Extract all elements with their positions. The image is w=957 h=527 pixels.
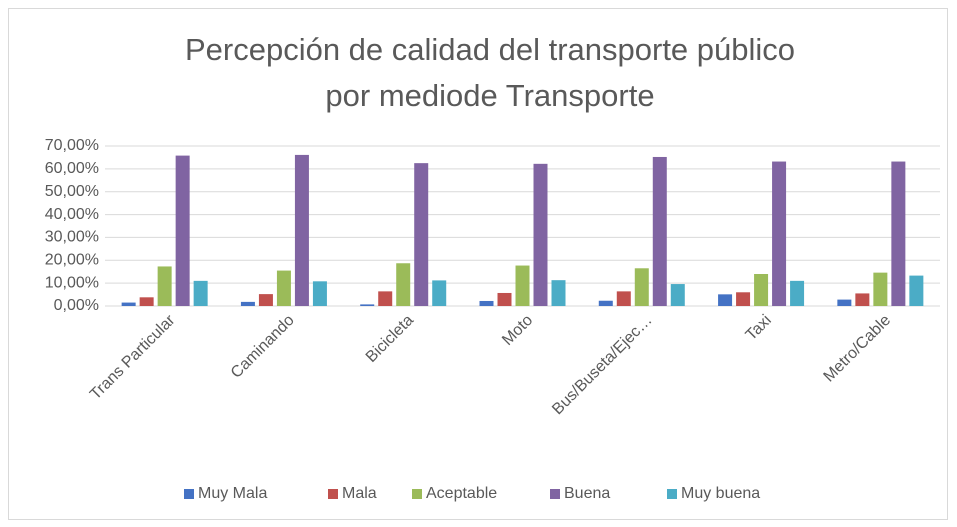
legend-swatch (550, 489, 560, 499)
bar (432, 280, 447, 306)
bar (240, 301, 255, 306)
bar (790, 280, 805, 306)
bar (736, 292, 751, 306)
legend-label: Buena (564, 485, 610, 502)
y-tick-label: 60,00% (45, 160, 99, 177)
legend-label: Aceptable (426, 485, 497, 502)
bar (873, 272, 888, 306)
chart-title: Percepción de calidad del transporte púb… (185, 32, 795, 67)
legend-swatch (328, 489, 338, 499)
bar (551, 280, 566, 306)
bar (157, 266, 172, 306)
legend-label: Muy Mala (198, 485, 267, 502)
legend-label: Muy buena (681, 485, 760, 502)
bar (175, 155, 190, 306)
y-tick-label: 0,00% (54, 297, 99, 314)
chart-title: por mediode Transporte (325, 78, 654, 113)
bar (533, 163, 548, 306)
bar (312, 281, 327, 306)
legend-swatch (667, 489, 677, 499)
bar (360, 304, 375, 306)
bar (139, 297, 154, 306)
bar (754, 274, 769, 306)
bar (414, 163, 429, 306)
bar (479, 300, 494, 306)
bar (497, 292, 512, 306)
bar (598, 300, 613, 306)
y-tick-label: 20,00% (45, 252, 99, 269)
chart-border (8, 8, 948, 520)
bar (909, 275, 924, 306)
bar (837, 299, 852, 306)
bar (855, 293, 870, 306)
bar (718, 294, 733, 306)
bar (258, 294, 273, 306)
bar (634, 268, 649, 306)
legend-label: Mala (342, 485, 377, 502)
legend-swatch (184, 489, 194, 499)
y-tick-label: 30,00% (45, 229, 99, 246)
y-tick-label: 50,00% (45, 183, 99, 200)
bar (670, 284, 685, 306)
y-tick-label: 40,00% (45, 206, 99, 223)
bar (772, 161, 787, 306)
bar (652, 156, 667, 306)
bar (294, 154, 309, 306)
y-tick-label: 10,00% (45, 274, 99, 291)
bar (276, 270, 291, 306)
bar (121, 302, 136, 306)
bar (891, 161, 906, 306)
bar (396, 263, 411, 306)
legend-swatch (412, 489, 422, 499)
y-tick-label: 70,00% (45, 137, 99, 154)
bar (515, 265, 530, 306)
bar (378, 291, 393, 306)
bar (193, 280, 208, 306)
bar (616, 291, 631, 306)
